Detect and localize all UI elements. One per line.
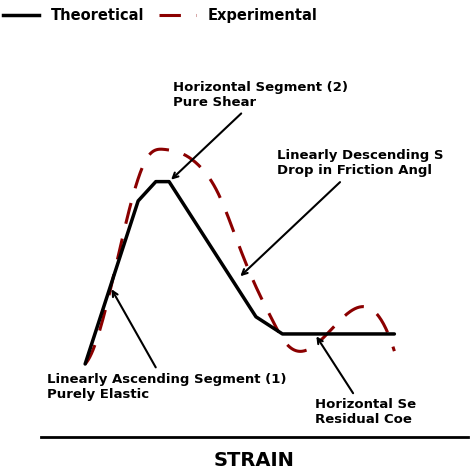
- X-axis label: STRAIN: STRAIN: [214, 451, 295, 470]
- Text: Linearly Ascending Segment (1)
Purely Elastic: Linearly Ascending Segment (1) Purely El…: [47, 291, 286, 401]
- Text: Linearly Descending S
Drop in Friction Angl: Linearly Descending S Drop in Friction A…: [242, 149, 443, 274]
- Text: Horizontal Segment (2)
Pure Shear: Horizontal Segment (2) Pure Shear: [173, 81, 348, 178]
- Text: Horizontal Se
Residual Coe: Horizontal Se Residual Coe: [315, 338, 416, 426]
- Legend: Theoretical, Experimental: Theoretical, Experimental: [0, 2, 323, 29]
